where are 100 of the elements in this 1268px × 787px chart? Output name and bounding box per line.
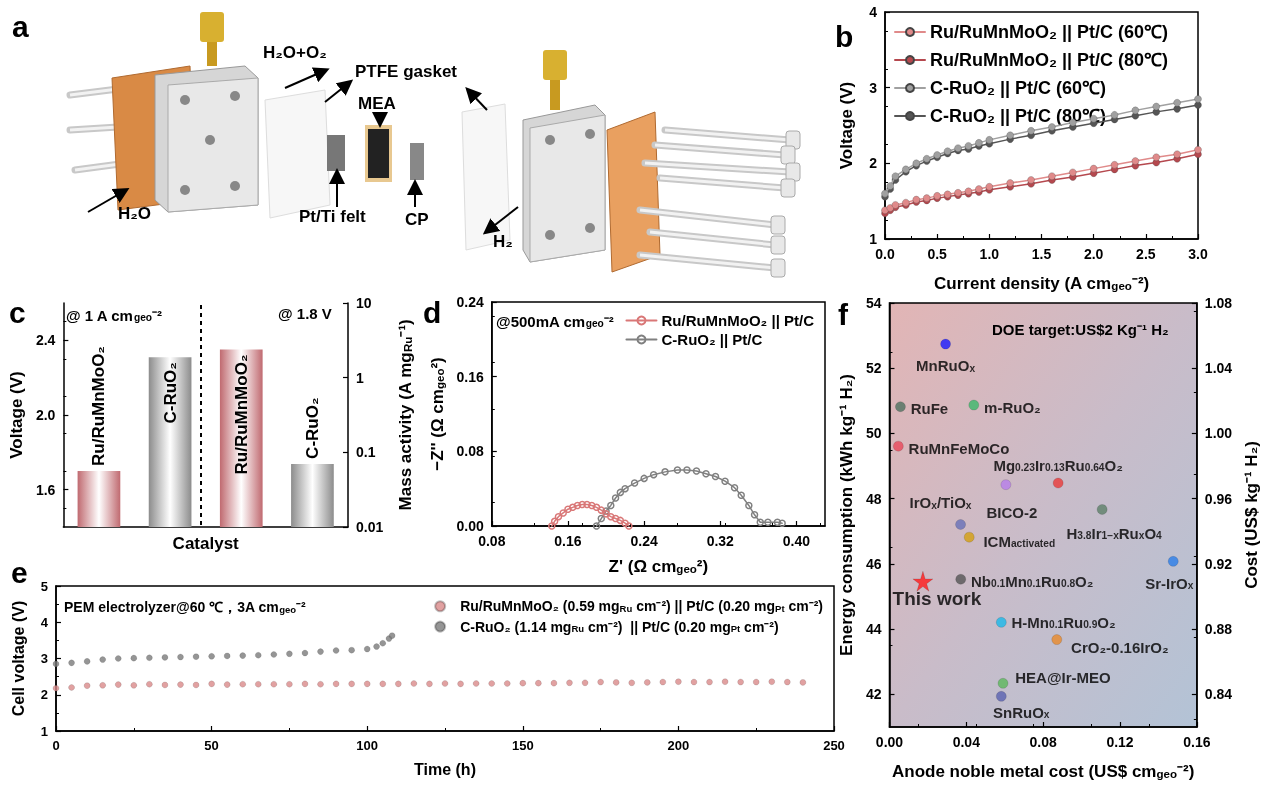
x-tick-label: 0 <box>52 738 60 753</box>
text: a <box>12 10 29 44</box>
y-tick-label: 42 <box>865 686 882 703</box>
x-tick-label: 50 <box>204 738 219 753</box>
y-tick-label: 3 <box>40 651 48 666</box>
y-tick-label: 1 <box>40 723 48 739</box>
x-tick-label: 0.40 <box>782 533 811 549</box>
y2-tick-label: 0.84 <box>1204 686 1233 703</box>
y-tick-label: 0.00 <box>456 518 485 534</box>
x-tick-label: 150 <box>511 738 534 753</box>
y-tick-label: 44 <box>865 621 882 638</box>
x-tick-label: 0.08 <box>478 533 506 549</box>
chart-title: f <box>838 297 849 331</box>
chart-title: d <box>423 295 442 329</box>
x-tick-label: 2.5 <box>1136 246 1156 262</box>
annotation: PEM electrolyzer@60 ℃，3A cmgeo⁻² <box>64 599 307 616</box>
x-axis-title: Z' (Ω cmgeo²) <box>608 557 709 576</box>
y2-tick-label: 10 <box>356 295 372 311</box>
annotation: @500mA cmgeo⁻² <box>496 312 614 330</box>
y2-tick-label: 1.04 <box>1204 360 1233 377</box>
chart-title: e <box>11 555 28 589</box>
y-tick-label: 4 <box>40 614 49 630</box>
legend-label: C-RuO₂ || Pt/C <box>661 331 763 348</box>
chart-title: b <box>835 19 854 53</box>
text: CP <box>405 210 429 230</box>
x-axis-title: Time (h) <box>414 760 476 778</box>
series-label: RuMnFeMoCo <box>908 439 1010 457</box>
x-tick-label: 250 <box>823 738 845 753</box>
y2-tick-label: 1.08 <box>1204 295 1233 311</box>
y-tick-label: 50 <box>865 425 882 442</box>
x-tick-label: 200 <box>667 738 690 753</box>
legend-label: C-RuO₂ || Pt/C (60℃) <box>930 78 1107 98</box>
x-axis-title: Current density (A cmgeo⁻²) <box>934 274 1150 293</box>
text: H₂ <box>493 232 513 252</box>
y-axis-title: Energy consumption (kWh kg⁻¹ H₂) <box>837 374 856 656</box>
legend-label: Ru/RuMnMoO₂ || Pt/C (80℃) <box>930 50 1169 70</box>
x-tick-label: Ru/RuMnMoO₂ <box>231 354 251 475</box>
annotation: @ 1.8 V <box>278 305 332 322</box>
legend-label: C-RuO₂ (1.14 mgRu cm⁻²) || Pt/C (0.20 mgPt cm⁻²) <box>460 618 779 635</box>
y-tick-label: 2 <box>40 687 48 703</box>
x-tick-label: 0.12 <box>1106 734 1134 750</box>
x-tick-label: C-RuO₂ <box>302 397 322 459</box>
y-tick-label: 1.6 <box>35 481 56 498</box>
series-label: BICO-2 <box>986 503 1038 521</box>
series-label: This work <box>892 588 982 610</box>
legend-label: Ru/RuMnMoO₂ || Pt/C <box>661 312 815 329</box>
text: H₂O <box>118 204 152 224</box>
legend-label: Ru/RuMnMoO₂ || Pt/C (60℃) <box>930 22 1169 42</box>
y2-tick-label: 0.1 <box>356 444 376 461</box>
x-tick-label: 0.04 <box>952 734 981 750</box>
y2-tick-label: 1.00 <box>1204 425 1233 442</box>
x-tick-label: 2.0 <box>1083 246 1104 262</box>
y2-axis-title: Cost (US$ kg⁻¹ H₂) <box>1242 441 1261 589</box>
series-label: RuFe <box>910 400 949 418</box>
annotation: @ 1 A cmgeo⁻² <box>66 306 163 324</box>
y-tick-label: 0.24 <box>456 294 485 310</box>
series-label: Sr-IrOx <box>1145 574 1194 592</box>
series-label: HEA@Ir-MEO <box>1015 668 1112 686</box>
y-axis-title: Cell voltage (V) <box>9 600 27 717</box>
x-tick-label: 3.0 <box>1188 246 1208 262</box>
series-label: Nb0.1Mn0.1Ru0.8O₂ <box>971 572 1094 590</box>
series-label: ICMactivated <box>983 532 1056 550</box>
chart-title: c <box>9 295 26 329</box>
x-axis-title: Catalyst <box>172 534 240 553</box>
y-tick-label: 5 <box>40 578 48 594</box>
text: Pt/Ti felt <box>299 207 366 227</box>
text: MEA <box>358 94 396 114</box>
x-tick-label: 0.0 <box>875 246 895 262</box>
y2-tick-label: 0.01 <box>356 519 384 535</box>
x-tick-label: 0.16 <box>1183 734 1211 750</box>
y-axis-title: −Z'' (Ω cmgeo²) <box>427 357 447 471</box>
x-tick-label: 100 <box>356 738 379 753</box>
y2-tick-label: 0.96 <box>1204 490 1233 507</box>
text: PTFE gasket <box>355 62 458 82</box>
legend-label: Ru/RuMnMoO₂ (0.59 mgRu cm⁻²) || Pt/C (0.20 mgPt cm⁻²) <box>460 598 823 615</box>
series-label: CrO₂-0.16IrO₂ <box>1071 639 1169 657</box>
x-tick-label: 0.5 <box>927 246 948 262</box>
x-tick-label: 0.24 <box>630 533 658 549</box>
y-tick-label: 48 <box>865 490 882 507</box>
x-tick-label: 0.08 <box>1029 734 1057 750</box>
x-tick-label: 0.32 <box>706 533 735 549</box>
y-axis-title: Voltage (V) <box>837 81 856 170</box>
annotation: DOE target:US$2 Kg⁻¹ H₂ <box>992 321 1169 338</box>
y-tick-label: 1 <box>869 231 878 247</box>
x-tick-label: 1.0 <box>979 246 1000 262</box>
series-label: SnRuOx <box>993 703 1050 721</box>
y-tick-label: 52 <box>865 360 882 377</box>
series-label: H3.8Ir1−xRuxO4 <box>1066 524 1163 542</box>
series-label: H-Mn0.1Ru0.9O₂ <box>1011 613 1116 631</box>
y-tick-label: 3 <box>869 79 878 96</box>
y-axis-title: Voltage (V) <box>7 371 26 459</box>
y-tick-label: 46 <box>865 555 882 572</box>
x-axis-title: Anode noble metal cost (US$ cmgeo⁻²) <box>891 762 1195 781</box>
y-tick-label: 54 <box>865 295 882 311</box>
x-tick-label: 0.16 <box>554 533 582 549</box>
series-label: MnRuOx <box>916 357 976 375</box>
y-tick-label: 4 <box>869 4 878 20</box>
series-label: IrOx/TiOx <box>909 494 972 512</box>
y-tick-label: 2.4 <box>35 332 56 349</box>
y2-tick-label: 1 <box>356 369 364 386</box>
